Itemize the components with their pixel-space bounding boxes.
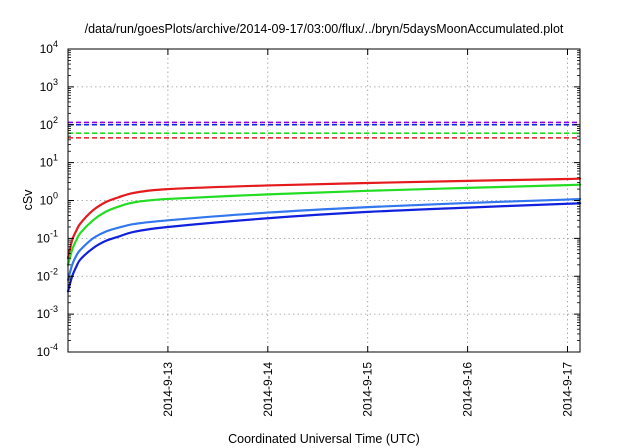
x-axis-label: Coordinated Universal Time (UTC)	[228, 432, 420, 446]
y-tick-label: 103	[40, 77, 58, 94]
series-line	[66, 177, 582, 260]
threshold-lines	[68, 121, 580, 139]
y-axis: 10-4 10-3 10-2 10-1 100 101 102 103 104	[37, 39, 580, 359]
x-tick-label: 2014-9-14	[261, 362, 275, 417]
x-tick-label: 2014-9-16	[461, 362, 475, 417]
series-line	[66, 197, 582, 282]
y-tick-label: 102	[40, 115, 58, 132]
y-tick-label: 10-1	[37, 228, 58, 245]
y-tick-label: 10-3	[37, 304, 58, 321]
y-tick-label: 100	[40, 191, 58, 208]
data-series	[66, 177, 582, 293]
x-tick-label: 2014-9-15	[361, 362, 375, 417]
x-tick-label: 2014-9-17	[561, 362, 575, 417]
x-axis: 2014-9-13 2014-9-14 2014-9-15 2014-9-16 2014…	[161, 49, 575, 417]
y-tick-label: 10-4	[37, 342, 58, 359]
grid	[68, 49, 580, 352]
chart-title: /data/run/goesPlots/archive/2014-09-17/0…	[85, 22, 564, 36]
y-tick-label: 101	[40, 153, 58, 170]
series-line	[66, 183, 582, 266]
y-tick-label: 10-2	[37, 266, 58, 283]
y-axis-label: cSv	[21, 189, 35, 211]
series-line	[66, 202, 582, 293]
y-tick-label: 104	[40, 39, 58, 56]
x-tick-label: 2014-9-13	[161, 362, 175, 417]
